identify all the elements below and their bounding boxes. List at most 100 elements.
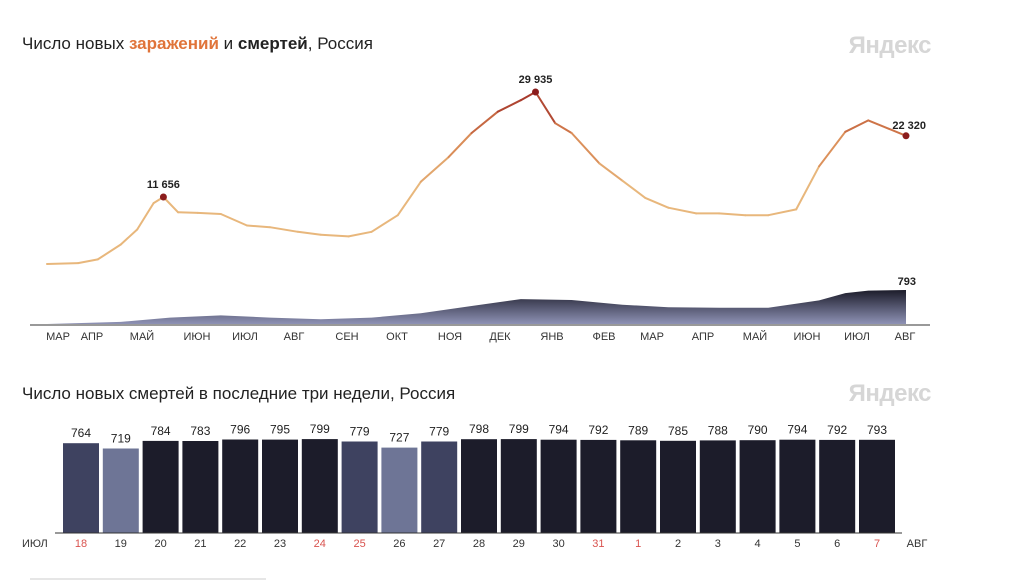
chart1-month-label: ФЕВ: [592, 331, 615, 343]
chart1-title-part3: и: [218, 34, 238, 53]
infections-line-segment: [419, 156, 450, 183]
chart2-day-label: 27: [433, 538, 445, 550]
chart2-day-label: 28: [473, 538, 485, 550]
chart2-day-label: 20: [154, 538, 166, 550]
chart1-month-label: МАЙ: [743, 330, 767, 343]
chart2-bar: [580, 439, 617, 533]
chart2-day-label: 1: [635, 538, 641, 550]
chart2-value-label: 727: [389, 431, 409, 445]
infections-line-segment: [644, 196, 670, 209]
infections-line-segment: [347, 230, 373, 238]
infections-line-segment: [319, 233, 350, 238]
chart2-title: Число новых смертей в последние три неде…: [22, 384, 456, 403]
chart2-value-label: 794: [549, 423, 569, 437]
chart1-annotation-label: 793: [898, 276, 916, 288]
chart1-title-part1: Число новых: [22, 34, 129, 53]
infections-line-segment: [598, 162, 624, 182]
chart1-month-label: ОКТ: [386, 331, 408, 343]
chart2-value-label: 779: [350, 425, 370, 439]
chart2-day-label: 23: [274, 538, 286, 550]
infections-line-segment: [119, 228, 139, 246]
chart1-title-deaths: смертей: [237, 34, 308, 53]
chart1-title-part5: , Россия: [307, 34, 373, 53]
infections-line-segment: [196, 211, 222, 215]
chart2-day-label: 2: [675, 538, 681, 550]
chart1-annotation-label: 29 935: [519, 74, 553, 86]
chart2-day-label: 3: [715, 538, 721, 550]
chart2-day-label: 18: [75, 538, 87, 550]
chart1-month-label: НОЯ: [438, 331, 462, 343]
chart1-month-label: ИЮЛ: [232, 331, 258, 343]
chart2-day-label: 7: [874, 538, 880, 550]
infections-line-segment: [554, 122, 573, 134]
chart2-day-label: 6: [834, 538, 840, 550]
chart1-month-ticks: МАР АПР МАЙ ИЮН ИЮЛ АВГ СЕН ОКТ НОЯ ДЕК ЯНВ ФЕВ МАР А…: [46, 330, 915, 343]
infections-line-segment: [268, 226, 299, 233]
chart2-bar: [819, 439, 856, 533]
infections-line-segment: [96, 243, 122, 261]
infections-line-segment: [496, 99, 522, 113]
chart2-bar: [461, 439, 497, 533]
infections-line-segment: [46, 262, 80, 265]
chart2-day-label: 29: [513, 538, 525, 550]
chart2-bars-group: [63, 439, 895, 533]
infections-line-segment: [767, 208, 798, 217]
chart1-month-label: ИЮН: [184, 331, 211, 343]
chart1-annotations: 11 656 29 935 22 320 793: [147, 74, 926, 288]
chart2-bar: [222, 439, 259, 533]
chart2-value-label: 796: [230, 423, 250, 437]
chart1-annotation-dot: [159, 193, 167, 201]
chart2-value-label: 792: [827, 423, 847, 437]
chart1-infections-line-group: [46, 91, 907, 265]
chart2-day-label: 4: [755, 538, 761, 550]
chart1-month-label: СЕН: [335, 331, 358, 343]
chart2-bar: [620, 440, 657, 533]
chart1-month-label: МАР: [640, 331, 664, 343]
chart2-value-label: 764: [71, 426, 91, 440]
chart2-bar: [381, 447, 418, 533]
chart2-brand-logo: Яндекс: [848, 380, 932, 407]
chart2-bar: [660, 440, 696, 533]
chart2-value-label: 792: [588, 423, 608, 437]
chart2-bar: [142, 440, 179, 533]
chart2-month-start-label: ИЮЛ: [22, 538, 48, 550]
infections-line-segment: [246, 224, 271, 229]
deaths-area: [47, 290, 906, 324]
chart1-brand-logo: Яндекс: [848, 32, 932, 59]
chart1-annotation-label: 11 656: [147, 179, 180, 191]
chart2-day-label: 22: [234, 538, 246, 550]
chart1-month-label: АПР: [692, 331, 714, 343]
chart2-value-label: 799: [509, 422, 529, 436]
chart2-day-label: 21: [194, 538, 206, 550]
chart2-value-label: 783: [190, 424, 210, 438]
chart2-bar: [182, 441, 219, 533]
chart1-month-label: ИЮН: [794, 331, 821, 343]
chart1-svg: МАР АПР МАЙ ИЮН ИЮЛ АВГ СЕН ОКТ НОЯ ДЕК ЯНВ ФЕВ МАР А…: [30, 74, 930, 343]
chart2-bar: [63, 443, 99, 533]
chart2-bar: [500, 439, 537, 533]
infections-line-segment: [219, 213, 248, 227]
chart2-value-label: 799: [310, 422, 330, 436]
footer-divider: [30, 578, 266, 580]
infections-line-segment: [370, 214, 399, 233]
chart1-month-label: ИЮЛ: [844, 331, 870, 343]
infections-line-segment: [867, 119, 907, 137]
chart2-value-label: 779: [429, 425, 449, 439]
chart2-value-label: 795: [270, 423, 290, 437]
chart2-day-label: 26: [393, 538, 405, 550]
chart2-day-label: 30: [552, 538, 564, 550]
chart2-value-label: 788: [708, 423, 728, 437]
chart2-value-label: 793: [867, 423, 887, 437]
chart1-annotation-dot: [532, 88, 539, 96]
infections-line-segment: [818, 130, 847, 168]
infections-line-segment: [795, 165, 821, 211]
chart2-day-label: 24: [314, 538, 326, 550]
chart2-value-label: 789: [628, 423, 648, 437]
chart2-value-label: 785: [668, 424, 688, 438]
chart2-labels-group: 7641871919784207832179622795237992477925…: [22, 422, 927, 550]
chart2-value-label: 798: [469, 422, 489, 436]
infections-line-segment: [162, 196, 180, 214]
chart1-month-label: ДЕК: [489, 331, 511, 343]
chart2-bar: [262, 439, 298, 533]
